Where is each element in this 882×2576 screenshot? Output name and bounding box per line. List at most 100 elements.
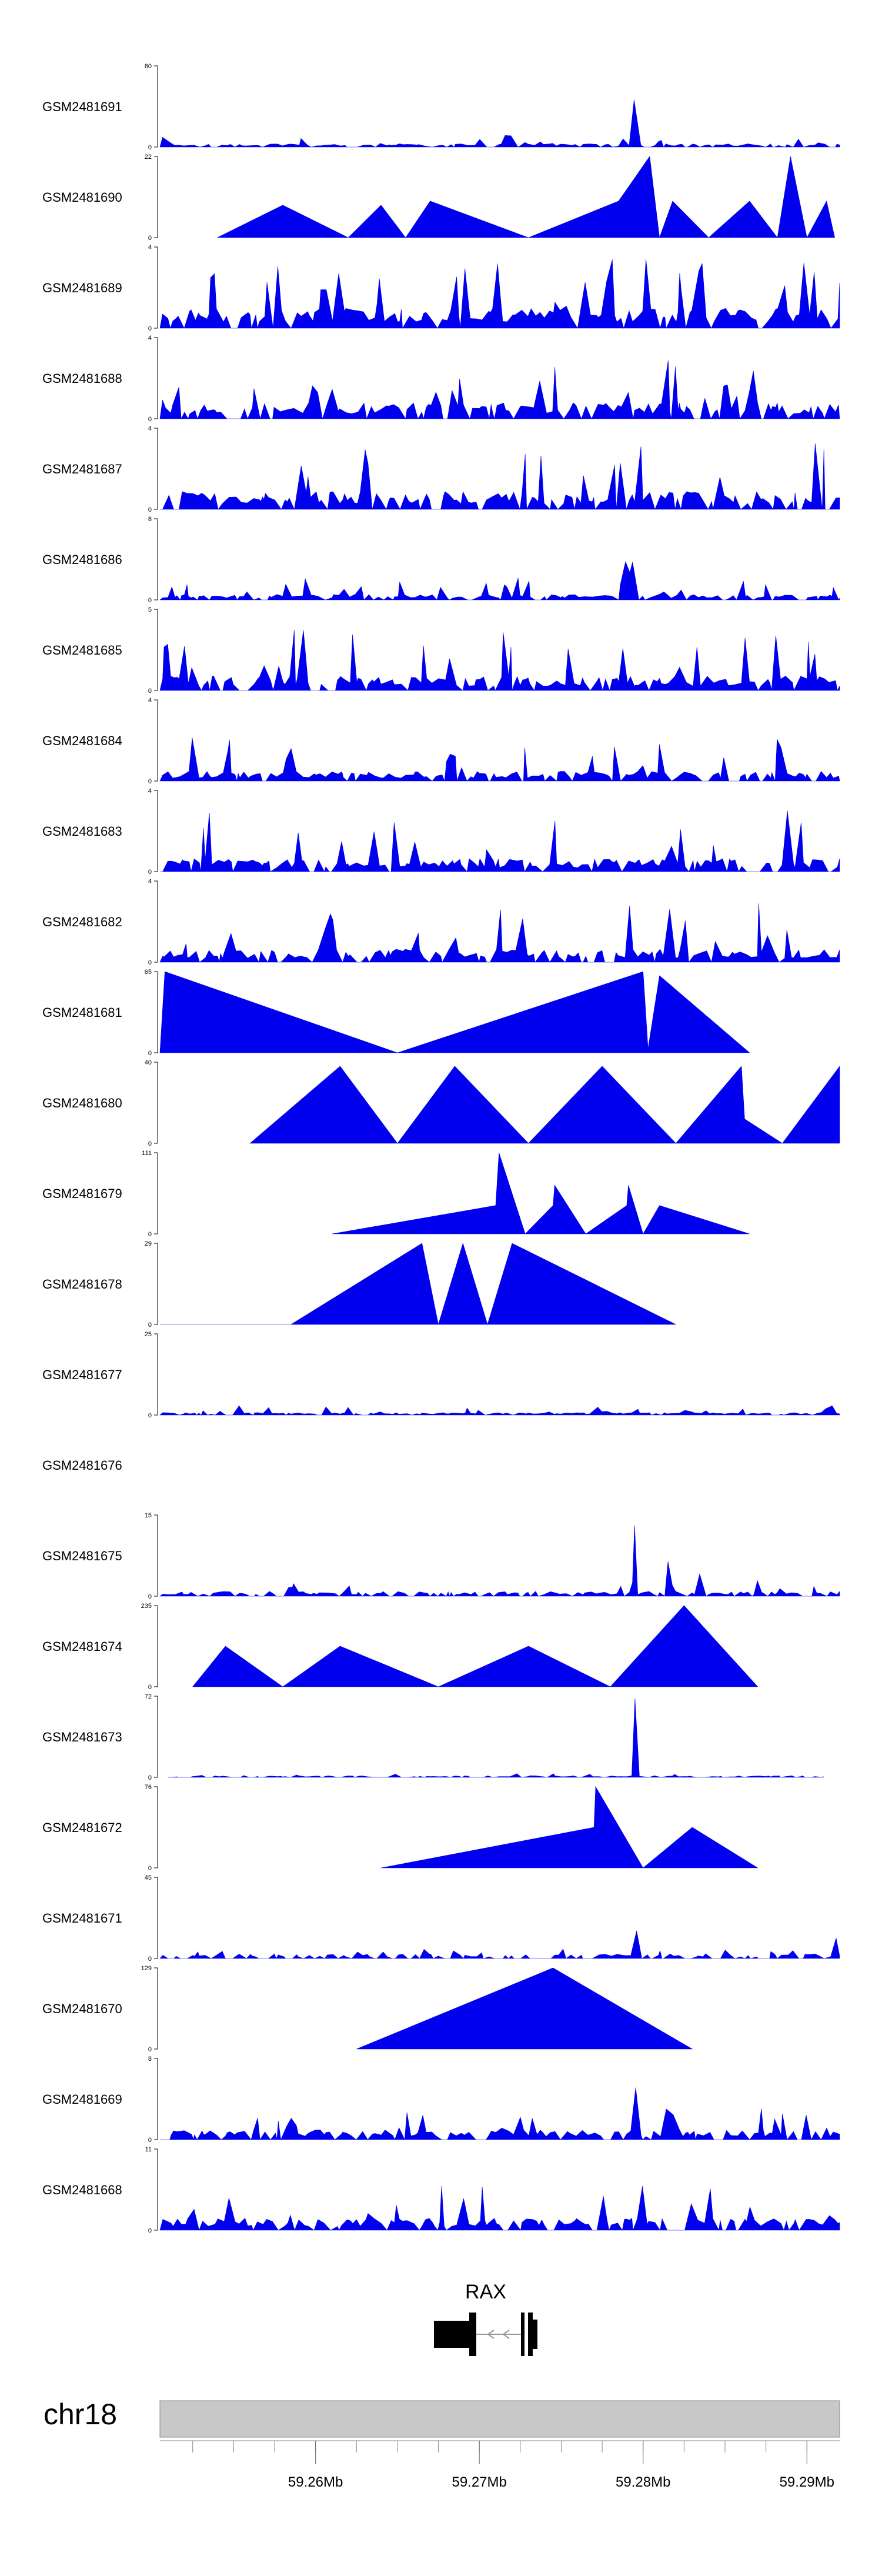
coverage-area — [332, 1152, 750, 1234]
strand-arrow-1 — [502, 2330, 510, 2339]
coverage-area — [159, 259, 840, 329]
y-axis-zero-label: 0 — [148, 778, 152, 785]
y-axis-zero-label: 0 — [148, 1231, 152, 1238]
y-axis-max-label: 22 — [145, 154, 152, 161]
track-label: GSM2481689 — [42, 281, 122, 295]
axis-tick-label: 59.29Mb — [780, 2474, 834, 2490]
track-GSM2481674: GSM2481674 235 0 — [42, 1603, 759, 1691]
gene-exon — [521, 2313, 524, 2356]
y-axis-zero-label: 0 — [148, 144, 152, 151]
track-label: GSM2481687 — [42, 462, 122, 476]
coverage-area — [356, 1967, 693, 2050]
track-label: GSM2481672 — [42, 1820, 122, 1835]
y-axis-max-label: 76 — [145, 1784, 152, 1791]
coverage-area — [159, 1405, 840, 1416]
y-axis-max-label: 129 — [141, 1965, 152, 1972]
strand-arrow-0 — [487, 2330, 495, 2339]
coverage-area — [160, 810, 840, 873]
track-GSM2481678: GSM2481678 29 0 — [42, 1240, 676, 1329]
coverage-area — [160, 1242, 676, 1326]
y-axis-zero-label: 0 — [148, 1412, 152, 1419]
y-axis-max-label: 29 — [145, 1240, 152, 1247]
track-label: GSM2481675 — [42, 1549, 122, 1563]
y-axis-max-label: 4 — [148, 335, 152, 342]
coverage-area — [159, 99, 840, 148]
track-GSM2481671: GSM2481671 45 0 — [42, 1874, 840, 1963]
y-axis-zero-label: 0 — [148, 2227, 152, 2234]
y-axis-zero-label: 0 — [148, 1684, 152, 1691]
track-label: GSM2481680 — [42, 1096, 122, 1110]
track-GSM2481688: GSM2481688 4 0 — [42, 335, 840, 423]
track-label: GSM2481691 — [42, 99, 122, 114]
track-GSM2481672: GSM2481672 76 0 — [42, 1784, 759, 1872]
coverage-area — [159, 360, 840, 420]
y-axis-max-label: 111 — [142, 1150, 152, 1157]
gene-exon — [469, 2313, 476, 2356]
track-GSM2481668: GSM2481668 11 0 — [42, 2146, 840, 2234]
track-GSM2481685: GSM2481685 5 0 — [42, 606, 840, 695]
track-GSM2481673: GSM2481673 72 0 — [42, 1693, 824, 1781]
track-label: GSM2481686 — [42, 552, 122, 567]
axis-tick-label: 59.26Mb — [288, 2474, 343, 2490]
coverage-area — [159, 1525, 840, 1597]
y-axis-zero-label: 0 — [148, 1774, 152, 1781]
y-axis-zero-label: 0 — [148, 1593, 152, 1600]
y-axis-zero-label: 0 — [148, 506, 152, 513]
coverage-area — [217, 156, 835, 238]
track-label: GSM2481682 — [42, 915, 122, 929]
coverage-area — [159, 903, 840, 963]
y-axis-max-label: 25 — [145, 1331, 152, 1338]
track-label: GSM2481669 — [42, 2092, 122, 2107]
track-GSM2481689: GSM2481689 4 0 — [42, 244, 840, 332]
y-axis-max-label: 4 — [148, 244, 152, 251]
y-axis-zero-label: 0 — [148, 1865, 152, 1872]
track-GSM2481686: GSM2481686 8 0 — [42, 516, 840, 604]
y-axis-zero-label: 0 — [148, 1956, 152, 1963]
coverage-area — [159, 2185, 840, 2231]
y-axis-max-label: 65 — [145, 969, 152, 976]
y-axis-max-label: 5 — [148, 606, 152, 613]
track-label: GSM2481673 — [42, 1730, 122, 1744]
coverage-area — [159, 1930, 840, 1959]
y-axis-zero-label: 0 — [148, 1140, 152, 1147]
y-axis-zero-label: 0 — [148, 235, 152, 242]
y-axis-zero-label: 0 — [148, 959, 152, 966]
y-axis-max-label: 15 — [145, 1512, 152, 1519]
y-axis-max-label: 8 — [148, 516, 152, 523]
y-axis-max-label: 4 — [148, 425, 152, 432]
coverage-area — [159, 971, 750, 1053]
y-axis-zero-label: 0 — [148, 325, 152, 332]
coverage-area — [160, 2087, 840, 2141]
y-axis-max-label: 4 — [148, 697, 152, 704]
track-GSM2481675: GSM2481675 15 0 — [42, 1512, 840, 1600]
y-axis-zero-label: 0 — [148, 416, 152, 423]
gene-exon — [528, 2313, 533, 2356]
y-axis-max-label: 60 — [145, 63, 152, 70]
track-label: GSM2481671 — [42, 1911, 122, 1926]
chromosome-bar — [159, 2400, 840, 2438]
track-GSM2481684: GSM2481684 4 0 — [42, 697, 840, 785]
y-axis-zero-label: 0 — [148, 688, 152, 695]
tracks: GSM2481691600GSM2481690220GSM248168940GS… — [42, 63, 840, 2234]
track-label: GSM2481678 — [42, 1277, 122, 1292]
gene-exon — [533, 2320, 537, 2349]
track-GSM2481670: GSM2481670 129 0 — [42, 1965, 693, 2053]
axis-tick-label: 59.27Mb — [452, 2474, 506, 2490]
gene-label: RAX — [465, 2281, 506, 2303]
track-GSM2481687: GSM2481687 4 0 — [42, 425, 840, 513]
track-label: GSM2481690 — [42, 190, 122, 205]
axis-tick-label: 59.28Mb — [616, 2474, 670, 2490]
track-label: GSM2481677 — [42, 1367, 122, 1382]
y-axis-max-label: 4 — [148, 878, 152, 885]
y-axis-zero-label: 0 — [148, 597, 152, 604]
track-label: GSM2481685 — [42, 643, 122, 658]
coverage-area — [159, 630, 840, 692]
coverage-area — [168, 1699, 824, 1778]
track-label: GSM2481681 — [42, 1005, 122, 1020]
track-GSM2481676: GSM2481676 — [42, 1458, 122, 1473]
track-GSM2481680: GSM2481680 40 0 — [42, 1059, 840, 1147]
track-GSM2481677: GSM2481677 25 0 — [42, 1331, 840, 1419]
genome-axis: chr18 59.26Mb 59.27Mb 59.28Mb 59.29Mb — [44, 2398, 840, 2490]
y-axis-max-label: 4 — [148, 788, 152, 795]
